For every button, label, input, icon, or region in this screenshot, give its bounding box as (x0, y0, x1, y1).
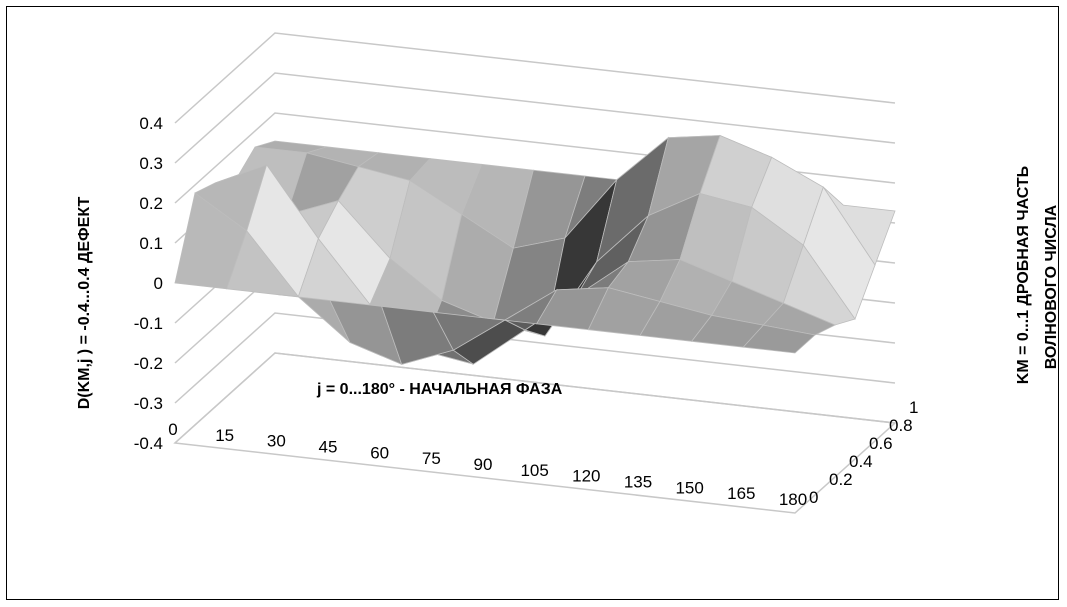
x-tick-label: 105 (520, 461, 548, 480)
gridline (174, 312, 896, 404)
x-tick-label: 15 (215, 426, 234, 445)
x-tick-label: 30 (267, 432, 286, 451)
depth-tick-label: 0 (809, 488, 818, 507)
z-tick-label: 0.2 (139, 194, 163, 213)
depth-tick-label: 1 (909, 398, 918, 417)
x-tick-label: 60 (370, 443, 389, 462)
z-axis-title: D(KM,j ) = -0.4...0.4 ДЕФЕКТ (76, 196, 93, 410)
gridline (174, 32, 896, 124)
z-tick-label: 0.4 (139, 114, 163, 133)
depth-axis-title-line2: ВОЛНОВОГО ЧИСЛА (1043, 204, 1060, 370)
depth-axis-title-line1: KM = 0...1 ДРОБНАЯ ЧАСТЬ (1015, 165, 1032, 385)
depth-tick-label: 0.4 (849, 452, 873, 471)
x-tick-label: 180 (779, 490, 807, 509)
x-axis-ticks: 0 15 30 45 60 75 90 105 120 135 150 165 180 (168, 420, 807, 509)
x-tick-label: 0 (168, 420, 177, 439)
x-tick-label: 150 (675, 478, 703, 497)
x-tick-label: 45 (319, 438, 338, 457)
x-tick-label: 90 (474, 455, 493, 474)
x-tick-label: 135 (624, 473, 652, 492)
z-tick-label: -0.4 (134, 434, 163, 453)
x-tick-label: 120 (572, 467, 600, 486)
z-tick-label: -0.1 (134, 314, 163, 333)
depth-tick-label: 0.8 (889, 416, 913, 435)
z-tick-label: 0 (154, 274, 163, 293)
x-tick-label: 165 (727, 484, 755, 503)
z-tick-label: 0.1 (139, 234, 163, 253)
depth-axis-ticks: 0 0.20.40.60.81 (809, 398, 918, 507)
z-tick-label: -0.2 (134, 354, 163, 373)
x-axis-title: j = 0...180° - НАЧАЛЬНАЯ ФАЗА (317, 381, 563, 398)
chart-frame: 0.4 0.3 0.2 0.1 0 -0.1 -0.2 -0.3 -0.4 0 15 30 45 60 7… (6, 6, 1060, 600)
gridline (174, 352, 896, 444)
surface-facet (742, 324, 816, 354)
depth-tick-label: 0.6 (869, 434, 893, 453)
z-tick-label: 0.3 (139, 154, 163, 173)
gridline (174, 72, 896, 164)
z-axis-ticks: 0.4 0.3 0.2 0.1 0 -0.1 -0.2 -0.3 -0.4 (134, 114, 163, 453)
surface-chart: 0.4 0.3 0.2 0.1 0 -0.1 -0.2 -0.3 -0.4 0 15 30 45 60 7… (134, 32, 918, 514)
depth-tick-label: 0.2 (829, 470, 853, 489)
z-tick-label: -0.3 (134, 394, 163, 413)
surface-mesh (174, 134, 896, 366)
x-tick-label: 75 (422, 449, 441, 468)
